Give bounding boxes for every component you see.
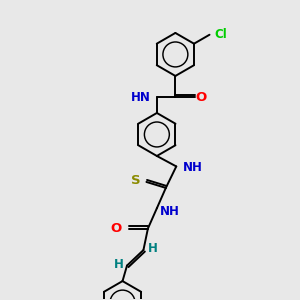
Text: O: O [111,222,122,235]
Text: H: H [114,258,124,271]
Text: NH: NH [183,161,203,174]
Text: S: S [131,174,140,187]
Text: H: H [148,242,158,255]
Text: O: O [196,91,207,104]
Text: NH: NH [160,205,180,218]
Text: Cl: Cl [214,28,227,41]
Text: HN: HN [130,91,150,104]
